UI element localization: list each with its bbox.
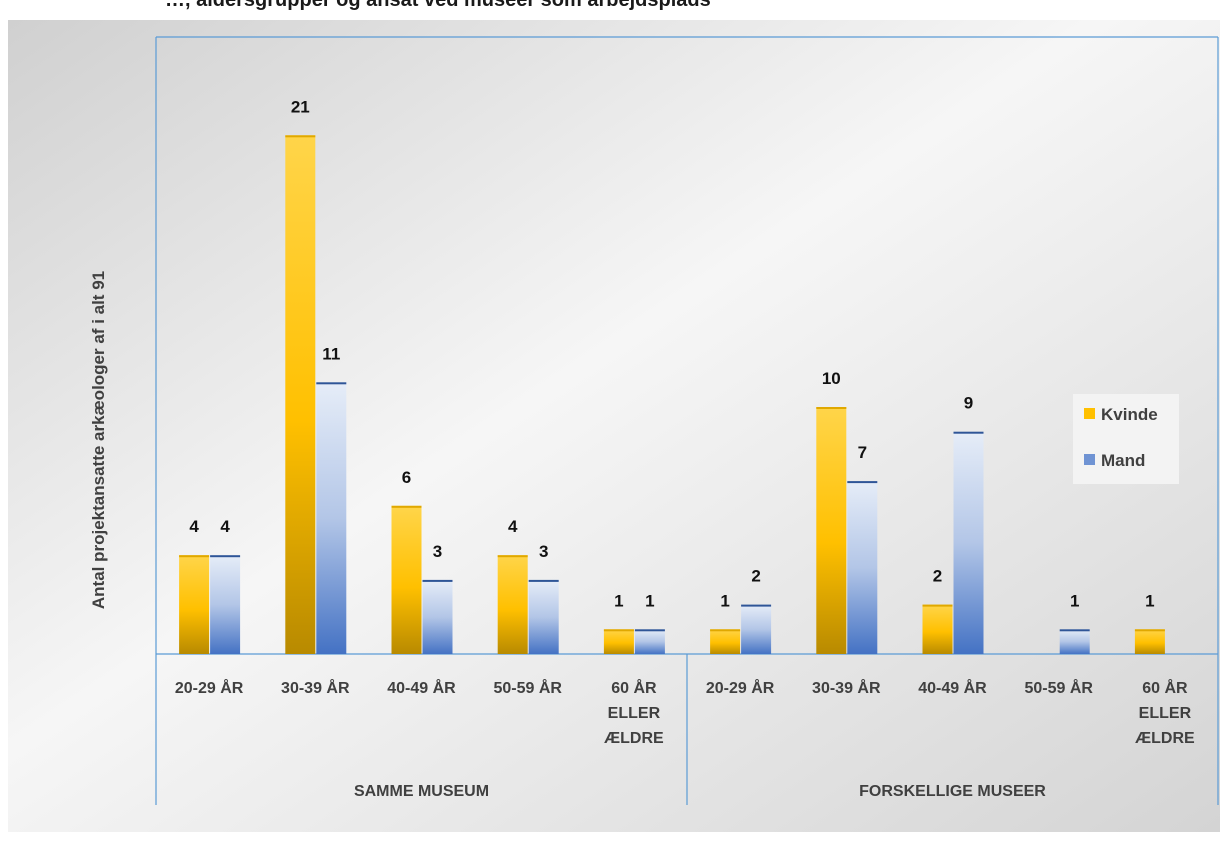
bar-top-edge-mand-1 xyxy=(210,555,241,558)
bar-top-edge-kvinde-3 xyxy=(391,505,422,508)
bar-top-edge-mand-2 xyxy=(316,382,347,385)
x-tick-label-10: 60 ÅR ELLER ÆLDRE xyxy=(1135,678,1195,747)
value-label-mand-8: 9 xyxy=(964,394,973,413)
legend-label-mand: Mand xyxy=(1101,451,1145,470)
bar-top-edge-kvinde-8 xyxy=(922,604,953,607)
legend-swatch-kvinde xyxy=(1084,408,1095,419)
bar-top-edge-mand-6 xyxy=(741,604,772,607)
x-tick-label-3: 40-49 ÅR xyxy=(387,678,456,697)
x-tick-label-9: 50-59 ÅR xyxy=(1024,678,1093,697)
bar-top-edge-mand-3 xyxy=(422,579,453,582)
bar-mand-4 xyxy=(528,579,559,654)
bar-mand-9 xyxy=(1059,629,1090,654)
bar-top-edge-mand-9 xyxy=(1059,629,1090,632)
bar-top-edge-kvinde-4 xyxy=(497,555,528,558)
bar-top-edge-kvinde-7 xyxy=(816,407,847,409)
bars-layer xyxy=(179,135,1165,655)
chart-background xyxy=(8,20,1220,832)
bar-top-edge-kvinde-1 xyxy=(179,555,210,558)
bar-kvinde-1 xyxy=(179,555,210,654)
legend: Kvinde Mand xyxy=(1073,394,1179,484)
x-tick-label-4: 50-59 ÅR xyxy=(493,678,562,697)
bar-kvinde-2 xyxy=(285,135,316,655)
value-label-kvinde-5: 1 xyxy=(614,591,623,610)
bar-top-edge-mand-8 xyxy=(953,431,984,434)
legend-swatch-mand xyxy=(1084,454,1095,465)
group-labels-layer: SAMME MUSEUM FORSKELLIGE MUSEER xyxy=(354,783,1046,800)
bar-mand-1 xyxy=(210,555,241,654)
value-label-mand-1: 4 xyxy=(220,517,230,536)
value-label-mand-2: 11 xyxy=(322,344,340,363)
value-label-mand-6: 2 xyxy=(751,567,760,586)
bar-mand-2 xyxy=(316,382,347,654)
value-label-kvinde-1: 4 xyxy=(189,517,199,536)
bar-kvinde-7 xyxy=(816,407,847,654)
group-label-2: FORSKELLIGE MUSEER xyxy=(859,783,1046,800)
bar-kvinde-10 xyxy=(1134,629,1165,654)
value-label-kvinde-8: 2 xyxy=(933,567,942,586)
x-tick-label-5: 60 ÅR ELLER ÆLDRE xyxy=(604,678,664,747)
x-tick-label-1: 20-29 ÅR xyxy=(175,678,244,697)
bar-top-edge-kvinde-2 xyxy=(285,135,316,138)
bar-kvinde-3 xyxy=(391,505,422,654)
value-label-kvinde-7: 10 xyxy=(822,369,841,388)
bar-kvinde-5 xyxy=(603,629,634,654)
category-labels-layer: 20-29 ÅR 30-39 ÅR 40-49 ÅR 50-59 ÅR 60 ÅR ELL… xyxy=(175,678,1195,747)
value-label-kvinde-3: 6 xyxy=(402,468,411,487)
bar-mand-3 xyxy=(422,579,453,654)
bar-top-edge-mand-5 xyxy=(634,629,665,632)
value-label-mand-5: 1 xyxy=(645,591,654,610)
x-tick-label-7: 30-39 ÅR xyxy=(812,678,881,697)
bar-top-edge-mand-4 xyxy=(528,579,559,582)
bar-top-edge-kvinde-10 xyxy=(1134,629,1165,632)
x-tick-label-6: 20-29 ÅR xyxy=(706,678,775,697)
value-label-mand-3: 3 xyxy=(433,542,442,561)
bar-kvinde-8 xyxy=(922,604,953,654)
x-tick-label-8: 40-49 ÅR xyxy=(918,678,987,697)
value-label-kvinde-2: 21 xyxy=(291,97,310,116)
bar-mand-6 xyxy=(741,604,772,654)
value-label-mand-7: 7 xyxy=(858,443,867,462)
group-label-1: SAMME MUSEUM xyxy=(354,783,489,800)
bar-mand-5 xyxy=(634,629,665,654)
bar-top-edge-kvinde-6 xyxy=(710,629,741,632)
bar-kvinde-6 xyxy=(710,629,741,654)
bar-top-edge-kvinde-5 xyxy=(603,629,634,632)
y-axis-label: Antal projektansatte arkæologer af i alt… xyxy=(89,271,108,609)
bar-mand-7 xyxy=(847,481,878,654)
value-label-mand-4: 3 xyxy=(539,542,548,561)
chart-title: …, aldersgrupper og ansat ved museer som… xyxy=(165,0,711,11)
value-label-mand-9: 1 xyxy=(1070,591,1079,610)
bar-kvinde-4 xyxy=(497,555,528,654)
legend-label-kvinde: Kvinde xyxy=(1101,405,1158,424)
value-label-kvinde-6: 1 xyxy=(720,591,729,610)
bar-mand-8 xyxy=(953,431,984,654)
value-label-kvinde-10: 1 xyxy=(1145,591,1154,610)
x-tick-label-2: 30-39 ÅR xyxy=(281,678,350,697)
bar-top-edge-mand-7 xyxy=(847,481,878,484)
value-label-kvinde-4: 4 xyxy=(508,517,518,536)
